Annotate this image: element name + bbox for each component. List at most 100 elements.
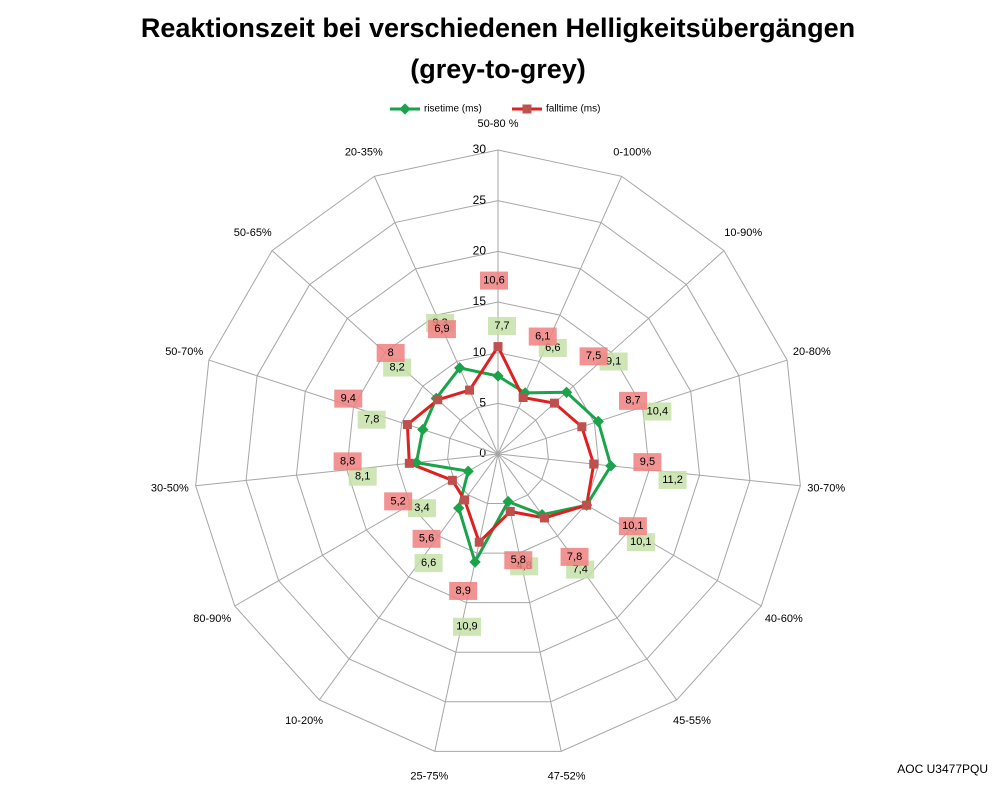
category-label: 30-70% bbox=[807, 482, 845, 494]
category-label: 45-55% bbox=[673, 715, 711, 727]
data-label: 9,5 bbox=[640, 456, 655, 468]
chart-title: Reaktionszeit bei verschiedenen Helligke… bbox=[141, 13, 855, 43]
spoke bbox=[497, 176, 623, 455]
data-label: 6,6 bbox=[421, 557, 436, 569]
marker bbox=[592, 415, 604, 428]
category-label: 10-90% bbox=[724, 227, 762, 239]
marker bbox=[460, 495, 470, 505]
marker bbox=[454, 362, 466, 374]
data-label-box bbox=[383, 358, 412, 377]
data-label-box bbox=[407, 499, 436, 518]
data-label-box bbox=[626, 533, 655, 552]
marker bbox=[447, 475, 457, 485]
category-label: 50-80 % bbox=[478, 118, 519, 130]
data-label-box bbox=[560, 547, 589, 566]
data-label: 3,4 bbox=[414, 502, 429, 514]
data-label-box bbox=[414, 554, 443, 573]
marker bbox=[492, 370, 504, 382]
marker bbox=[605, 460, 617, 472]
data-label-box bbox=[348, 467, 377, 486]
marker bbox=[493, 342, 503, 352]
series-line bbox=[405, 343, 596, 545]
r-tick-label: 5 bbox=[479, 396, 486, 410]
data-label-box bbox=[480, 271, 508, 290]
grid-line bbox=[295, 250, 701, 653]
data-label-box bbox=[643, 402, 672, 421]
data-label: 8,1 bbox=[355, 471, 370, 483]
marker bbox=[402, 420, 412, 430]
data-label: 9,1 bbox=[606, 355, 621, 367]
category-label: 25-75% bbox=[410, 771, 448, 783]
legend-marker bbox=[522, 104, 532, 114]
marker bbox=[453, 502, 465, 514]
data-label-box bbox=[619, 391, 648, 410]
data-label: 6,1 bbox=[535, 330, 550, 342]
marker bbox=[505, 506, 515, 516]
marker bbox=[582, 500, 592, 510]
category-label: 50-65% bbox=[234, 227, 272, 239]
chart-subtitle: (grey-to-grey) bbox=[410, 54, 586, 84]
marker bbox=[417, 423, 429, 436]
data-label: 8 bbox=[388, 347, 394, 359]
data-label-box bbox=[412, 529, 441, 548]
category-label: 40-60% bbox=[765, 613, 803, 625]
r-tick-label: 20 bbox=[473, 244, 487, 258]
data-label: 10,6 bbox=[483, 274, 504, 286]
data-label: 5,6 bbox=[419, 533, 434, 545]
category-label: 20-35% bbox=[345, 146, 383, 158]
data-label: 8,9 bbox=[456, 585, 471, 597]
data-label-box bbox=[427, 320, 456, 339]
legend-label: falltime (ms) bbox=[546, 104, 600, 115]
data-label-box bbox=[334, 389, 363, 408]
data-label: 7,5 bbox=[586, 350, 601, 362]
r-tick-label: 15 bbox=[473, 294, 487, 308]
legend-label: risetime (ms) bbox=[424, 104, 482, 115]
r-tick-label: 30 bbox=[473, 142, 487, 156]
data-label-box bbox=[384, 492, 413, 511]
spoke bbox=[434, 453, 499, 752]
grid-line bbox=[396, 352, 600, 554]
marker bbox=[462, 465, 474, 477]
data-label: 5,2 bbox=[390, 495, 405, 507]
data-label-box bbox=[333, 452, 362, 471]
r-tick-label: 25 bbox=[473, 193, 487, 207]
data-label-box bbox=[504, 551, 533, 570]
grid-line bbox=[447, 402, 549, 505]
data-label-box bbox=[658, 470, 687, 489]
data-label: 8,2 bbox=[389, 361, 404, 373]
marker bbox=[404, 458, 414, 468]
spoke bbox=[497, 250, 725, 455]
marker bbox=[474, 537, 484, 547]
category-label: 10-20% bbox=[285, 715, 323, 727]
data-label-box bbox=[579, 347, 608, 366]
category-label: 30-50% bbox=[151, 482, 189, 494]
category-label: 47-52% bbox=[548, 771, 586, 783]
data-label: 10,9 bbox=[456, 621, 477, 633]
data-label: 8,8 bbox=[340, 455, 355, 467]
data-label-box bbox=[633, 453, 662, 472]
data-label: 7,8 bbox=[567, 551, 582, 563]
marker bbox=[465, 385, 475, 395]
marker bbox=[577, 422, 587, 432]
marker bbox=[589, 459, 599, 469]
category-label: 50-70% bbox=[165, 346, 203, 358]
data-label-box bbox=[376, 343, 405, 362]
data-label-box bbox=[449, 581, 478, 600]
footer: AOC U3477PQU bbox=[897, 762, 988, 776]
data-label-box bbox=[452, 617, 481, 636]
data-label: 7,4 bbox=[573, 563, 588, 575]
data-label: 8,7 bbox=[625, 395, 640, 407]
data-label: 11,2 bbox=[662, 474, 683, 486]
data-label-box bbox=[488, 316, 516, 335]
grid-line bbox=[346, 301, 650, 604]
data-label: 7,7 bbox=[494, 320, 509, 332]
data-label-box bbox=[528, 327, 557, 346]
data-label: 10,1 bbox=[630, 536, 651, 548]
marker bbox=[539, 513, 549, 523]
data-label: 9,4 bbox=[341, 393, 356, 405]
marker bbox=[560, 386, 573, 398]
data-label-box bbox=[357, 410, 386, 429]
marker bbox=[518, 393, 528, 403]
